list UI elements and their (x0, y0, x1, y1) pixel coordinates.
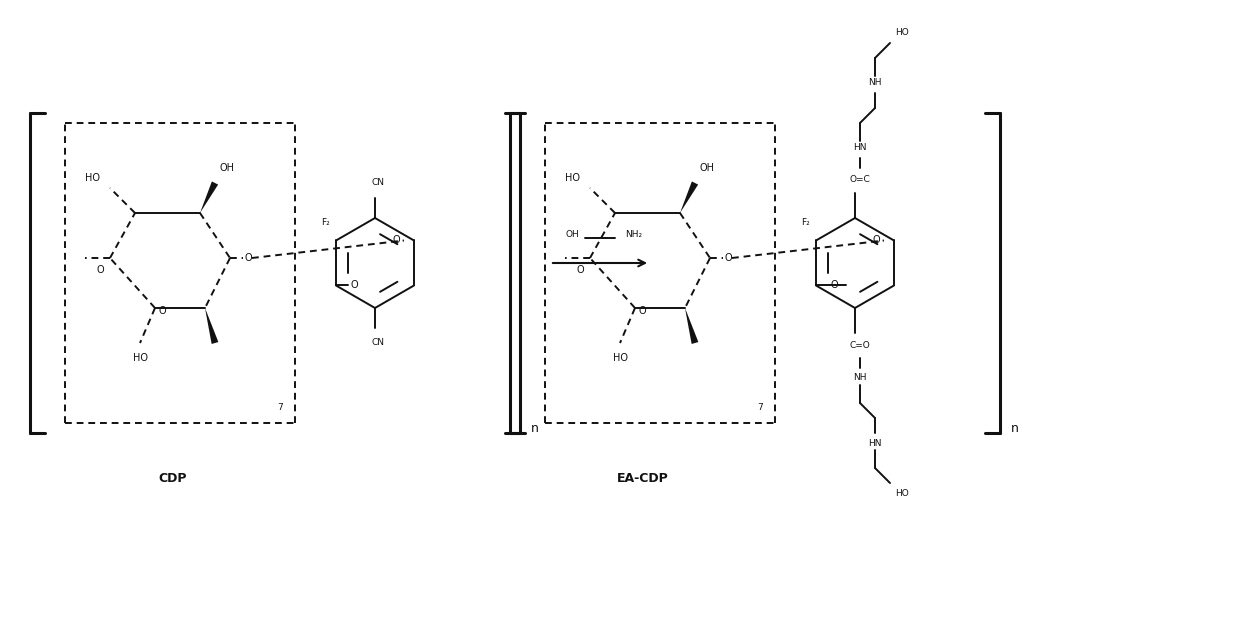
Text: F₂: F₂ (321, 219, 330, 227)
Text: HN: HN (853, 143, 867, 153)
Text: O: O (159, 306, 166, 316)
Text: O=C: O=C (849, 176, 870, 184)
Text: NH: NH (853, 374, 867, 383)
Text: HO: HO (895, 488, 909, 498)
Text: NH₂: NH₂ (625, 231, 642, 239)
Text: O: O (244, 253, 252, 263)
Text: HO: HO (86, 173, 100, 183)
Text: O: O (350, 280, 358, 290)
Text: OH: OH (219, 163, 236, 173)
Text: F₂: F₂ (801, 219, 810, 227)
Text: CDP: CDP (159, 472, 187, 485)
Text: OH: OH (701, 163, 715, 173)
Text: HO: HO (565, 173, 580, 183)
Polygon shape (200, 181, 218, 213)
Polygon shape (680, 181, 698, 213)
Text: C=O: C=O (849, 341, 870, 351)
Text: O: O (724, 253, 732, 263)
Text: O: O (97, 265, 104, 275)
Polygon shape (205, 308, 218, 344)
Text: O: O (639, 306, 646, 316)
Text: O: O (392, 235, 399, 245)
Text: O: O (872, 235, 880, 245)
Text: CN: CN (372, 179, 384, 188)
Polygon shape (684, 308, 698, 344)
Text: NH: NH (868, 78, 882, 87)
Text: HN: HN (868, 439, 882, 447)
Text: HO: HO (133, 353, 148, 363)
Text: n: n (1011, 422, 1019, 434)
Text: HO: HO (613, 353, 627, 363)
Text: EA-CDP: EA-CDP (616, 472, 668, 485)
Text: O: O (577, 265, 584, 275)
Text: 7: 7 (758, 404, 763, 412)
Text: 7: 7 (277, 404, 283, 412)
Text: HO: HO (895, 29, 909, 37)
Text: CN: CN (372, 338, 384, 348)
Text: OH: OH (565, 231, 579, 239)
Text: O: O (831, 280, 838, 290)
Text: n: n (531, 422, 539, 434)
